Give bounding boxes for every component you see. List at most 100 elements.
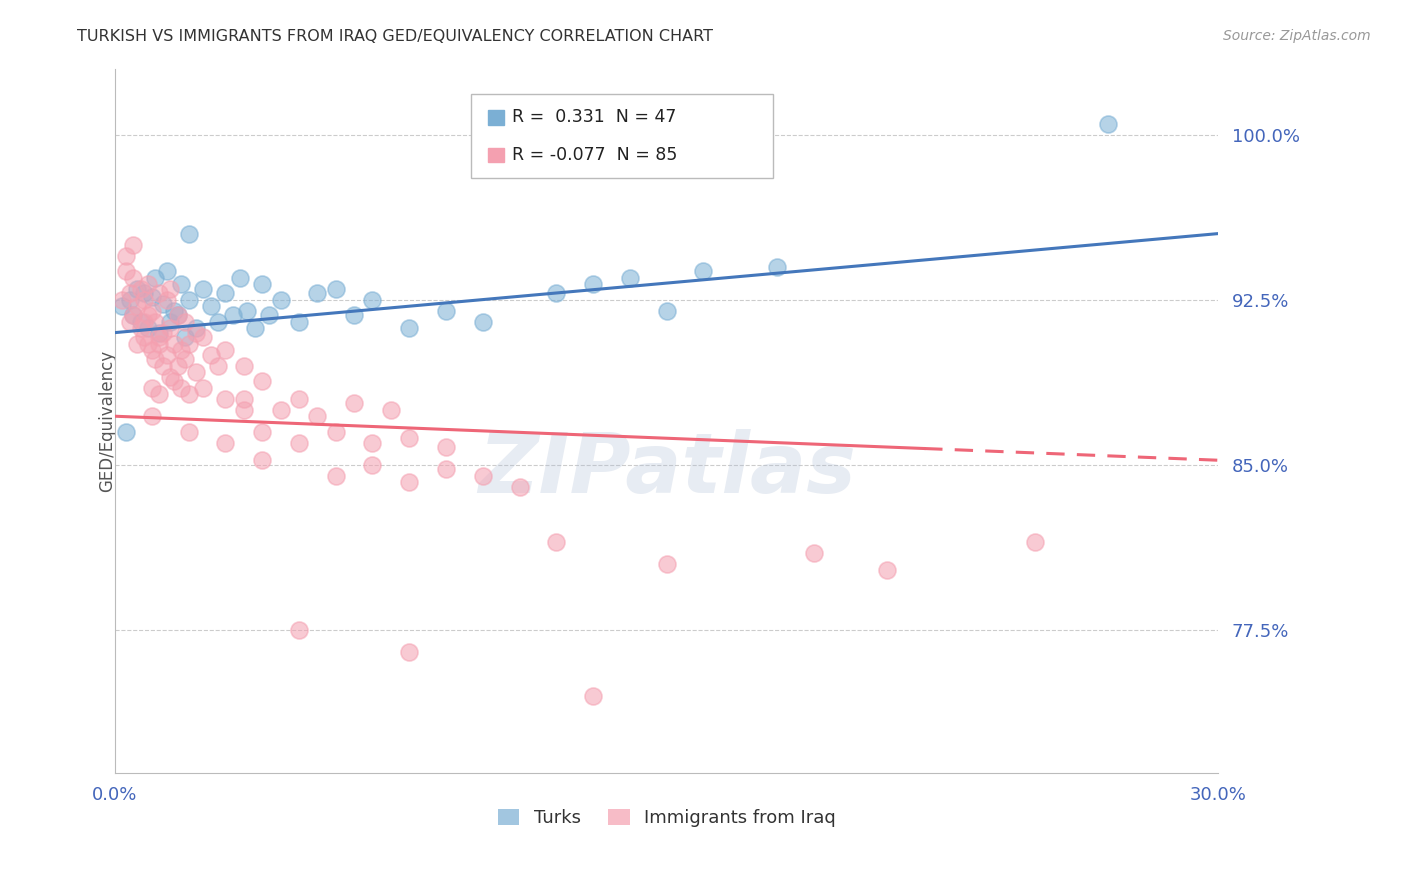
Point	[111, 293, 134, 307]
Point	[250, 277, 273, 292]
Point	[1024, 534, 1046, 549]
Point	[141, 303, 163, 318]
Point	[509, 480, 531, 494]
Point	[214, 343, 236, 358]
Point	[250, 374, 273, 388]
Point	[288, 315, 311, 329]
Point	[655, 303, 678, 318]
Point	[214, 392, 236, 406]
Point	[170, 277, 193, 292]
Point	[136, 321, 159, 335]
Point	[471, 315, 494, 329]
Point	[170, 343, 193, 358]
Point	[148, 336, 170, 351]
Point	[207, 315, 229, 329]
Point	[270, 293, 292, 307]
Point	[236, 303, 259, 318]
Point	[325, 282, 347, 296]
Point	[229, 270, 252, 285]
Point	[118, 293, 141, 307]
Point	[270, 402, 292, 417]
Point	[155, 348, 177, 362]
Point	[243, 321, 266, 335]
Point	[207, 359, 229, 373]
Point	[177, 227, 200, 241]
Point	[136, 336, 159, 351]
Point	[152, 359, 174, 373]
Point	[380, 402, 402, 417]
Point	[141, 381, 163, 395]
Point	[148, 387, 170, 401]
Point	[655, 557, 678, 571]
Point	[174, 351, 197, 366]
Point	[159, 315, 181, 329]
Legend: Turks, Immigrants from Iraq: Turks, Immigrants from Iraq	[491, 801, 844, 834]
Point	[250, 425, 273, 439]
Point	[122, 308, 145, 322]
Point	[803, 546, 825, 560]
Point	[145, 351, 167, 366]
Point	[193, 330, 215, 344]
Point	[148, 330, 170, 344]
Point	[134, 315, 156, 329]
Point	[177, 387, 200, 401]
Point	[141, 343, 163, 358]
Text: TURKISH VS IMMIGRANTS FROM IRAQ GED/EQUIVALENCY CORRELATION CHART: TURKISH VS IMMIGRANTS FROM IRAQ GED/EQUI…	[77, 29, 713, 45]
Point	[159, 282, 181, 296]
Point	[184, 321, 207, 335]
Point	[141, 409, 163, 424]
Point	[546, 534, 568, 549]
Point	[214, 435, 236, 450]
Point	[134, 293, 156, 307]
Point	[766, 260, 789, 274]
Point	[129, 315, 152, 329]
Point	[174, 315, 197, 329]
Point	[325, 425, 347, 439]
Point	[876, 563, 898, 577]
Point	[307, 409, 329, 424]
Point	[582, 689, 605, 703]
Point	[136, 277, 159, 292]
Point	[166, 308, 188, 322]
Point	[177, 293, 200, 307]
Point	[193, 381, 215, 395]
Point	[1097, 116, 1119, 130]
Point	[434, 440, 457, 454]
Point	[111, 299, 134, 313]
Point	[259, 308, 281, 322]
Point	[361, 458, 384, 472]
Point	[159, 369, 181, 384]
Point	[127, 282, 149, 296]
Point	[115, 264, 138, 278]
Point	[398, 645, 420, 659]
Point	[136, 308, 159, 322]
Point	[288, 392, 311, 406]
Point	[152, 326, 174, 340]
Point	[325, 468, 347, 483]
Point	[163, 336, 186, 351]
Point	[184, 365, 207, 379]
Point	[200, 348, 222, 362]
Point	[152, 297, 174, 311]
Point	[129, 321, 152, 335]
Text: R = -0.077  N = 85: R = -0.077 N = 85	[512, 145, 678, 163]
Point	[343, 308, 366, 322]
Point	[166, 359, 188, 373]
Point	[250, 453, 273, 467]
Point	[307, 285, 329, 300]
Point	[582, 277, 605, 292]
Point	[159, 321, 181, 335]
Point	[184, 326, 207, 340]
Point	[148, 326, 170, 340]
Point	[155, 293, 177, 307]
Point	[398, 321, 420, 335]
Point	[398, 475, 420, 490]
Point	[118, 285, 141, 300]
Point	[134, 285, 156, 300]
Point	[343, 396, 366, 410]
Point	[471, 468, 494, 483]
Text: R =  0.331  N = 47: R = 0.331 N = 47	[512, 109, 676, 127]
Point	[232, 392, 254, 406]
Point	[193, 282, 215, 296]
Point	[148, 285, 170, 300]
